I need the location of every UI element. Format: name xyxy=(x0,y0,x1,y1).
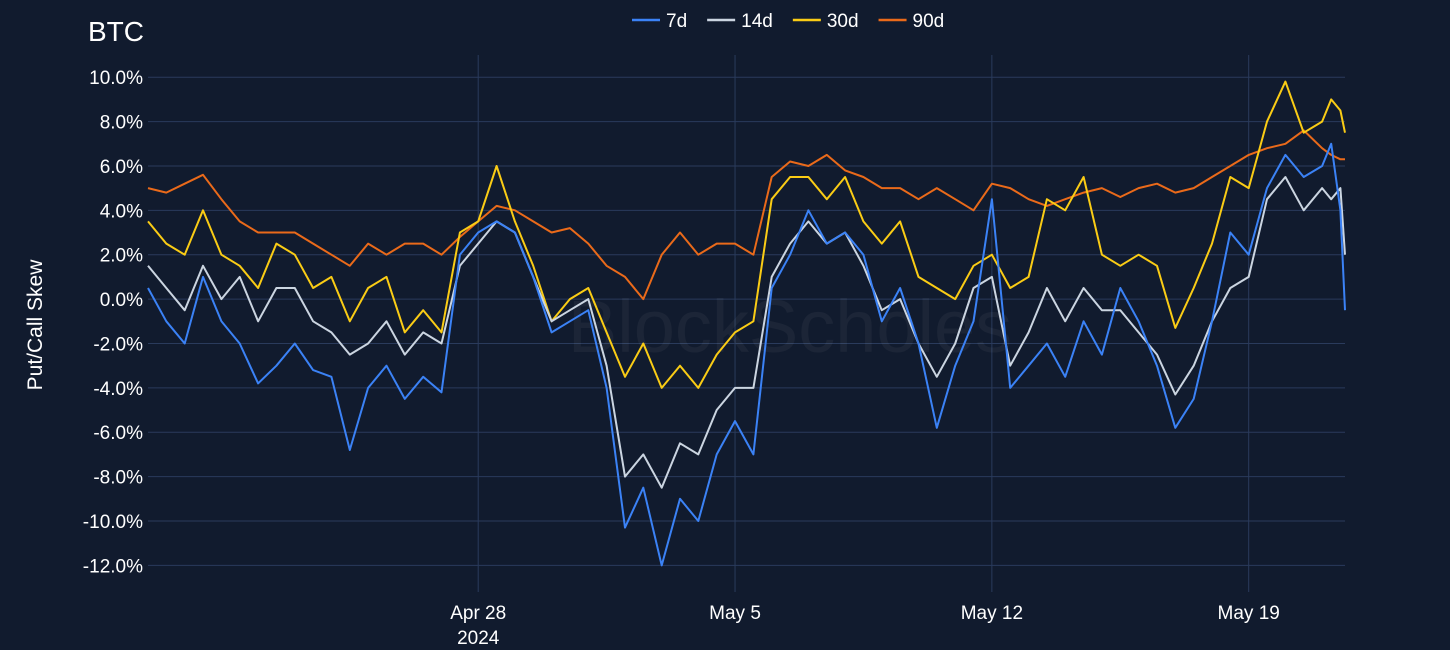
x-axis: Apr 28 2024 May 5 May 12 May 19 xyxy=(450,603,1280,649)
y-tick-label: -6.0% xyxy=(93,423,143,444)
series-line-14d xyxy=(147,176,1346,489)
chart-title: BTC xyxy=(88,16,144,47)
y-tick-label: 0.0% xyxy=(100,290,143,311)
legend: 7d 14d 30d 90d xyxy=(632,11,944,32)
y-tick-label: 6.0% xyxy=(100,157,143,178)
legend-label-90d: 90d xyxy=(913,11,945,32)
x-tick-label: May 5 xyxy=(709,603,761,624)
y-tick-label: 2.0% xyxy=(100,246,143,267)
y-tick-label: 8.0% xyxy=(100,113,143,134)
y-tick-label: -8.0% xyxy=(93,468,143,489)
y-tick-label: 4.0% xyxy=(100,201,143,222)
series-line-7d xyxy=(147,142,1346,567)
watermark-text: BlockScholes xyxy=(568,285,1012,368)
series-lines xyxy=(147,80,1346,567)
legend-label-14d: 14d xyxy=(741,11,773,32)
y-tick-label: -10.0% xyxy=(83,512,143,533)
x-tick-sublabel: 2024 xyxy=(457,628,500,649)
legend-label-7d: 7d xyxy=(666,11,687,32)
x-tick-label: May 19 xyxy=(1218,603,1280,624)
y-tick-label: -4.0% xyxy=(93,379,143,400)
y-tick-label: -2.0% xyxy=(93,334,143,355)
x-tick-label: Apr 28 xyxy=(450,603,506,624)
x-tick-label: May 12 xyxy=(961,603,1023,624)
series-line-90d xyxy=(147,129,1345,301)
legend-label-30d: 30d xyxy=(827,11,859,32)
grid xyxy=(148,55,1345,592)
y-tick-label: -12.0% xyxy=(83,556,143,577)
series-line-30d xyxy=(147,80,1346,389)
y-axis: 10.0% 8.0% 6.0% 4.0% 2.0% 0.0% -2.0% -4.0% -6.0%… xyxy=(83,68,143,577)
y-axis-label: Put/Call Skew xyxy=(24,259,47,391)
y-tick-label: 10.0% xyxy=(89,68,143,89)
